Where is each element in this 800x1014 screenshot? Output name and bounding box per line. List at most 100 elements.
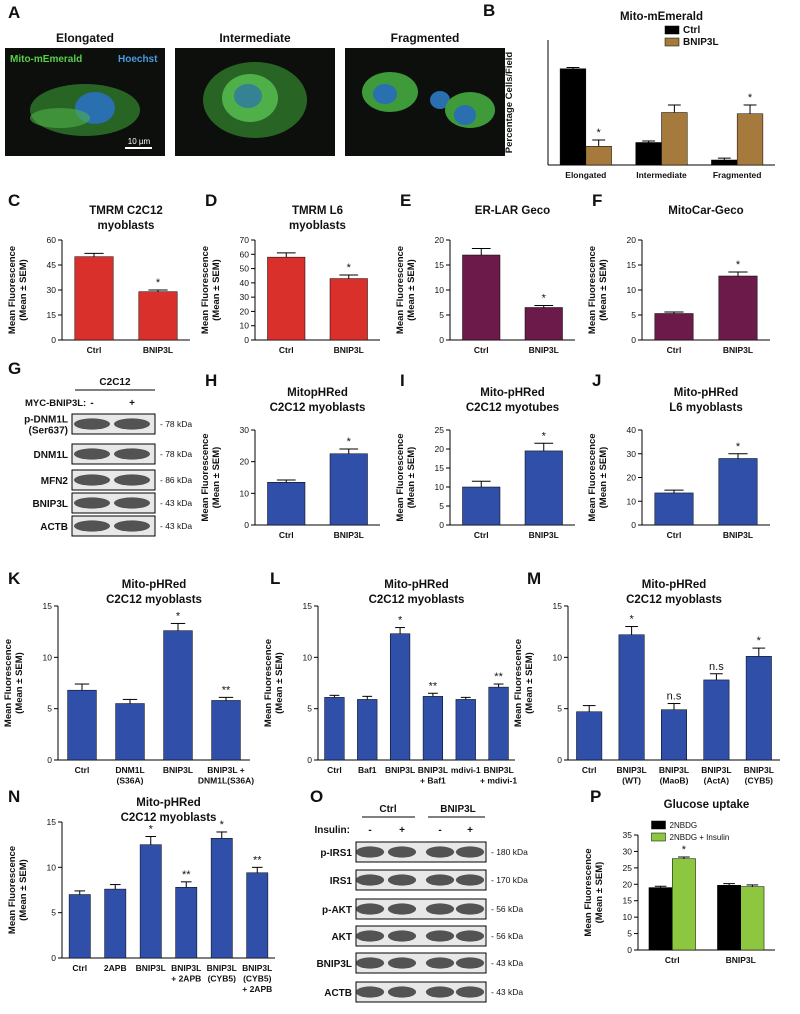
x-tick-label: BNIP3L — [529, 345, 559, 355]
bar — [585, 146, 612, 166]
y-axis-label: (Mean ± SEM) — [598, 259, 609, 321]
blot-label: p-AKT — [322, 905, 352, 916]
y-axis-label: (Mean ± SEM) — [211, 447, 222, 509]
legend-swatch — [664, 25, 680, 35]
x-tick-label: BNIP3L — [701, 765, 731, 775]
blot-band — [387, 874, 417, 886]
size-label: - 56 kDa — [491, 931, 523, 941]
blot-band — [387, 986, 417, 998]
blot-band — [455, 874, 485, 886]
significance-label: * — [542, 430, 547, 442]
blot-band — [387, 957, 417, 969]
legend-swatch — [664, 37, 680, 47]
bar — [74, 256, 114, 341]
y-tick-label: 0 — [244, 520, 249, 530]
panel-letter: J — [592, 371, 601, 390]
y-tick-label: 15 — [623, 896, 633, 906]
bar — [267, 482, 306, 526]
size-label: - 180 kDa — [491, 847, 528, 857]
y-tick-label: 10 — [627, 285, 637, 295]
panel-letter: C — [8, 191, 20, 210]
y-tick-label: 5 — [631, 310, 636, 320]
x-tick-label: (ActA) — [704, 776, 730, 786]
x-tick-label: BNIP3L — [723, 345, 753, 355]
x-tick-label: DNM1L — [115, 765, 144, 775]
x-tick-label: BNIP3L — [616, 765, 646, 775]
group-label: Ctrl — [379, 804, 396, 815]
bar — [711, 159, 738, 166]
x-tick-label: Ctrl — [279, 530, 294, 540]
blot-band — [113, 448, 151, 460]
chart-title: C2C12 myotubes — [466, 402, 559, 414]
bar — [672, 858, 696, 951]
blot-label: AKT — [331, 932, 352, 943]
x-tick-label: Ctrl — [279, 345, 294, 355]
y-tick-label: 0 — [244, 335, 249, 345]
x-tick-label: BNIP3L — [659, 765, 689, 775]
bar — [329, 278, 368, 341]
bar — [210, 838, 233, 959]
bar — [654, 492, 694, 526]
blot-band — [355, 874, 385, 886]
image-title: Fragmented — [391, 31, 460, 45]
x-tick-label: DNM1L(S36A) — [198, 776, 254, 786]
y-tick-label: 0 — [439, 335, 444, 345]
x-tick-label: Intermediate — [636, 170, 687, 180]
y-tick-label: 20 — [623, 879, 633, 889]
channel-label: Mito-mEmerald — [10, 54, 82, 65]
bar — [740, 886, 765, 951]
chart-title: Mito-pHRed — [642, 579, 707, 591]
x-tick-label: Ctrl — [327, 765, 342, 775]
y-tick-label: 40 — [627, 425, 637, 435]
bar — [422, 696, 444, 761]
size-label: - 86 kDa — [160, 475, 192, 485]
x-tick-label: BNIP3L — [334, 530, 364, 540]
x-tick-label: Ctrl — [474, 530, 489, 540]
x-tick-label: Ctrl — [582, 765, 597, 775]
blot-band — [387, 930, 417, 942]
y-tick-label: 15 — [435, 463, 445, 473]
x-tick-label: BNIP3L — [744, 765, 774, 775]
bar — [654, 313, 694, 341]
panel-letter: H — [205, 371, 217, 390]
y-tick-label: 10 — [553, 652, 563, 662]
y-axis-label: Mean Fluorescence — [395, 246, 406, 334]
y-tick-label: 0 — [307, 755, 312, 765]
x-tick-label: Ctrl — [75, 765, 90, 775]
x-tick-label: (S36A) — [117, 776, 144, 786]
y-axis-label: Mean Fluorescence — [7, 846, 18, 934]
blot-band — [113, 474, 151, 486]
panel-letter: A — [8, 3, 20, 22]
y-tick-label: 20 — [435, 235, 445, 245]
blot-label: BNIP3L — [316, 959, 352, 970]
chart-title: C2C12 myoblasts — [626, 594, 722, 606]
bar — [736, 113, 764, 166]
y-axis-label: Percentage Cells/Field — [504, 52, 515, 154]
x-tick-label: BNIP3L — [418, 765, 448, 775]
size-label: - 43 kDa — [491, 987, 523, 997]
blot-band — [425, 957, 455, 969]
bar — [455, 699, 476, 761]
y-tick-label: 20 — [627, 235, 637, 245]
blot-band — [73, 418, 111, 430]
x-tick-label: + mdivi-1 — [480, 776, 517, 786]
chart-title: MitoCar-Geco — [668, 205, 743, 217]
bar — [67, 689, 97, 761]
significance-label: * — [757, 635, 762, 647]
blot-band — [73, 474, 111, 486]
y-axis-label: (Mean ± SEM) — [18, 259, 29, 321]
legend-swatch — [651, 820, 666, 830]
y-axis-label: (Mean ± SEM) — [524, 652, 535, 714]
blot-band — [455, 903, 485, 915]
y-axis-label: Mean Fluorescence — [583, 848, 594, 936]
panel-letter: M — [527, 569, 541, 588]
blot-band — [113, 418, 151, 430]
bar — [163, 630, 193, 761]
y-tick-label: 10 — [435, 482, 445, 492]
bar — [718, 458, 758, 526]
significance-label: n.s — [709, 661, 724, 673]
x-tick-label: (WT) — [622, 776, 641, 786]
y-tick-label: 50 — [240, 264, 250, 274]
y-tick-label: 15 — [43, 601, 53, 611]
y-tick-label: 10 — [435, 285, 445, 295]
